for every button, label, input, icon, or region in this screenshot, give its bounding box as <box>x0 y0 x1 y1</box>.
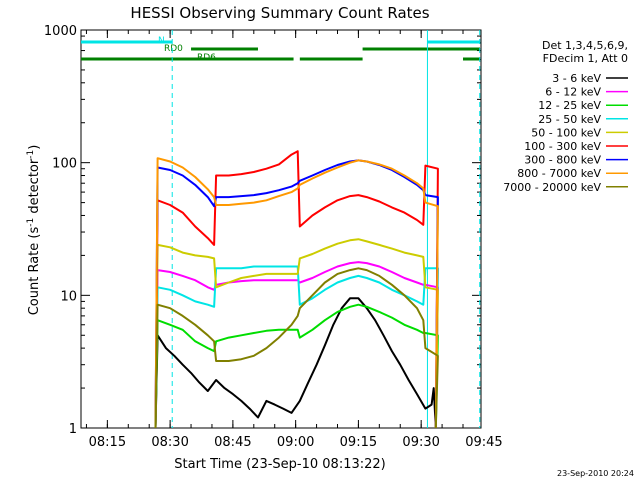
y-axis-label-sup2: -1 <box>26 150 36 159</box>
plot-frame <box>80 29 482 429</box>
legend-header: FDecim 1, Att 0 <box>543 52 628 65</box>
legend: Det 1,3,4,5,6,9,FDecim 1, Att 0 3 - 6 keV… <box>503 39 628 194</box>
series-line <box>154 159 439 429</box>
legend-label: 300 - 800 keV <box>524 154 601 167</box>
footer-date: 23-Sep-2010 20:24 <box>557 469 634 478</box>
y-tick-label: 1 <box>69 422 77 437</box>
series-line <box>154 238 439 429</box>
legend-header: Det 1,3,4,5,6,9, <box>542 39 628 52</box>
legend-label: 50 - 100 keV <box>531 126 601 139</box>
legend-label: 100 - 300 keV <box>524 140 601 153</box>
x-tick-label: 08:45 <box>214 435 251 450</box>
legend-label: 12 - 25 keV <box>538 99 601 112</box>
x-tick-label: 08:15 <box>89 435 126 450</box>
legend-label: 6 - 12 keV <box>545 86 601 99</box>
flag-label: N <box>158 36 165 46</box>
x-tick-label: 08:30 <box>151 435 188 450</box>
series-line <box>154 267 439 429</box>
legend-label: 7000 - 20000 keV <box>503 181 601 194</box>
legend-label: 800 - 7000 keV <box>517 167 601 180</box>
y-tick-label: 100 <box>52 157 77 172</box>
flag-label: RD6 <box>197 53 216 63</box>
x-tick-label: 09:30 <box>402 435 439 450</box>
series-line <box>154 157 439 429</box>
y-axis-label-part2: detector <box>27 158 42 218</box>
legend-label: 3 - 6 keV <box>552 72 601 85</box>
x-tick-label: 09:15 <box>340 435 377 450</box>
series-line <box>154 303 439 429</box>
y-tick-label: 10 <box>60 289 77 304</box>
y-axis-label: Count Rate (s-1 detector-1) <box>26 145 42 316</box>
series-line <box>154 150 439 429</box>
series-lines <box>154 150 439 429</box>
chart-title: HESSI Observing Summary Count Rates <box>130 4 429 22</box>
y-axis-label-part1: Count Rate (s <box>27 227 42 316</box>
x-axis-label: Start Time (23-Sep-10 08:13:22) <box>174 457 385 472</box>
y-tick-label: 1000 <box>44 24 77 39</box>
y-axis-label-sup1: -1 <box>26 218 36 227</box>
x-tick-label: 09:45 <box>465 435 502 450</box>
y-axis-label-part3: ) <box>27 145 42 150</box>
legend-label: 25 - 50 keV <box>538 113 601 126</box>
series-line <box>154 297 437 429</box>
event-lines <box>171 30 481 428</box>
x-tick-label: 09:00 <box>277 435 314 450</box>
axis-ticks: 08:15 08:30 08:45 09:00 09:15 09:30 09:45 1 10 10… <box>44 24 503 450</box>
flag-label: RD0 <box>164 44 183 54</box>
